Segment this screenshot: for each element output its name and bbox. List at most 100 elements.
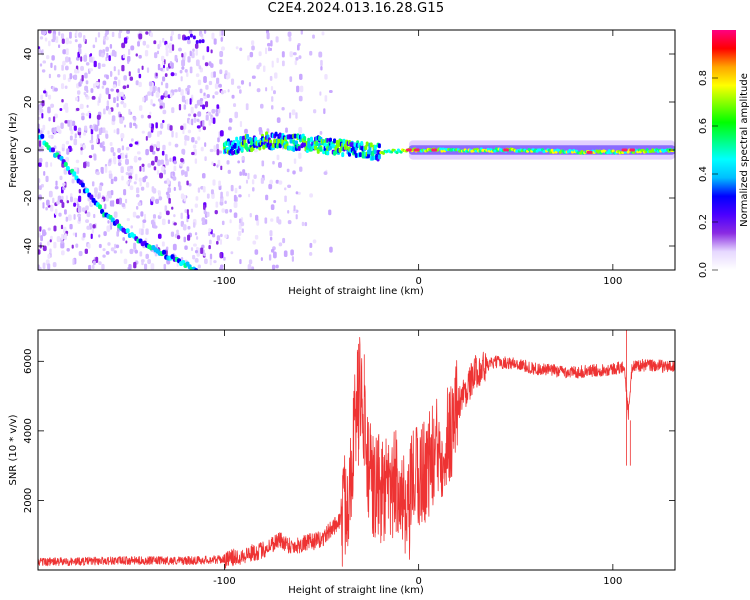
spectrogram-noise-cell <box>212 233 216 238</box>
spectrogram-noise-cell <box>201 221 206 225</box>
spectrogram-noise-cell <box>247 172 250 180</box>
spectrogram-noise-cell <box>231 78 235 85</box>
spectrogram-noise-cell <box>275 179 279 184</box>
spectrogram-noise-cell <box>106 225 111 232</box>
spectrogram-noise-cell <box>50 235 53 241</box>
spectrogram-noise-cell <box>238 185 242 190</box>
spectrogram-noise-cell <box>61 143 66 148</box>
carrier-cell <box>239 135 243 141</box>
spectrogram-noise-cell <box>50 162 53 167</box>
spectrogram-noise-cell <box>283 250 288 258</box>
spectrogram-noise-cell <box>114 243 117 249</box>
spectrogram-noise-cell <box>142 166 145 173</box>
spectrogram-noise-cell <box>153 166 157 171</box>
spectrogram-noise-cell <box>85 113 90 117</box>
spectrogram-noise-cell <box>173 222 177 226</box>
spectrogram-noise-cell <box>165 250 168 256</box>
spectrogram-noise-cell <box>162 37 165 43</box>
spectrogram-noise-cell <box>231 94 235 99</box>
spectrogram-noise-cell <box>271 60 274 68</box>
spectrogram-noise-cell <box>251 75 256 79</box>
carrier-cell <box>288 145 292 151</box>
spectrogram-noise-cell <box>157 98 162 102</box>
spectrogram-noise-cell <box>251 179 255 185</box>
spectrogram-noise-cell <box>139 251 143 257</box>
spectrogram-noise-cell <box>186 209 189 216</box>
spectrogram-noise-cell <box>84 93 88 98</box>
spectrogram-noise-cell <box>137 201 142 207</box>
spectrogram-noise-cell <box>157 130 160 137</box>
spectrogram-noise-cell <box>239 89 242 94</box>
spectrogram-noise-cell <box>206 94 210 99</box>
spectrogram-noise-cell <box>50 103 55 108</box>
spectrogram-noise-cell <box>106 52 109 58</box>
spectrogram-noise-cell <box>191 51 195 59</box>
spectrogram-noise-cell <box>104 203 107 210</box>
spectrogram-noise-cell <box>133 155 138 163</box>
spectrogram-noise-cell <box>47 94 52 100</box>
spectrogram-noise-cell <box>86 225 91 230</box>
spectrogram-noise-cell <box>236 236 241 241</box>
spectrogram-noise-cell <box>241 156 245 161</box>
spectrogram-noise-cell <box>206 211 210 217</box>
upper-trace-cell <box>184 36 188 41</box>
spectrogram-noise-cell <box>138 73 142 79</box>
carrier-cell <box>297 145 301 151</box>
spectrogram-noise-cell <box>204 142 207 147</box>
carrier-cell <box>315 141 319 147</box>
spectrogram-noise-cell <box>202 126 206 131</box>
spectrogram-noise-cell <box>312 239 317 244</box>
spectrogram-noise-cell <box>59 107 63 112</box>
spectrogram-noise-cell <box>61 195 64 201</box>
spectrogram-noise-cell <box>162 144 166 151</box>
carrier-cell <box>373 148 377 154</box>
spectrogram-noise-cell <box>204 101 209 108</box>
spectrogram-noise-cell <box>215 201 219 208</box>
spectrogram-noise-cell <box>48 134 52 139</box>
carrier-cell <box>309 136 313 142</box>
spectrogram-noise-cell <box>247 263 252 270</box>
spectrogram-noise-cell <box>165 50 169 57</box>
spectrogram-noise-cell <box>153 225 158 229</box>
carrier-cell <box>274 131 278 137</box>
spectrogram-noise-cell <box>137 41 140 47</box>
spectrogram-noise-cell <box>137 68 140 74</box>
spectrogram-noise-cell <box>110 147 115 153</box>
spectrogram-noise-cell <box>87 243 91 249</box>
carrier-cell <box>478 149 482 153</box>
spectrogram-noise-cell <box>102 80 107 86</box>
spectrogram-noise-cell <box>214 209 218 215</box>
spectrogram-noise-cell <box>67 119 71 127</box>
spectrogram-noise-cell <box>272 160 275 165</box>
spectrogram-noise-cell <box>177 33 181 40</box>
spectrogram-noise-cell <box>287 31 292 37</box>
spectrogram-noise-cell <box>137 156 142 161</box>
spectrogram-noise-cell <box>212 179 216 186</box>
spectrogram-noise-cell <box>188 183 192 187</box>
spectrogram-noise-cell <box>54 185 59 190</box>
spectrogram-noise-cell <box>120 100 125 105</box>
spectrogram-noise-cell <box>218 83 222 88</box>
spectrogram-noise-cell <box>111 49 116 57</box>
spectrogram-noise-cell <box>42 30 47 36</box>
spectrogram-noise-cell <box>121 203 126 208</box>
spectrogram-noise-cell <box>173 160 177 165</box>
spectrogram-noise-cell <box>181 148 186 155</box>
spectrogram-noise-cell <box>69 223 73 230</box>
snr-x-tick-label: -100 <box>213 576 236 587</box>
spectrogram-noise-cell <box>240 221 245 227</box>
carrier-cell <box>271 143 275 149</box>
spectrogram-noise-cell <box>219 50 224 58</box>
spectrogram-noise-cell <box>170 33 173 37</box>
spectrogram-noise-cell <box>127 166 131 172</box>
spectrogram-noise-cell <box>245 179 249 184</box>
spectrogram-noise-cell <box>38 249 41 255</box>
spectrogram-noise-cell <box>180 76 183 82</box>
diagonal-trace-cell <box>194 268 199 270</box>
spectrogram-noise-cell <box>97 78 101 83</box>
spectrogram-noise-cell <box>146 67 150 73</box>
carrier-cell <box>367 153 371 159</box>
spectrogram-noise-cell <box>101 85 105 89</box>
spectrogram-noise-cell <box>106 191 111 196</box>
spectrogram-noise-cell <box>238 218 242 224</box>
